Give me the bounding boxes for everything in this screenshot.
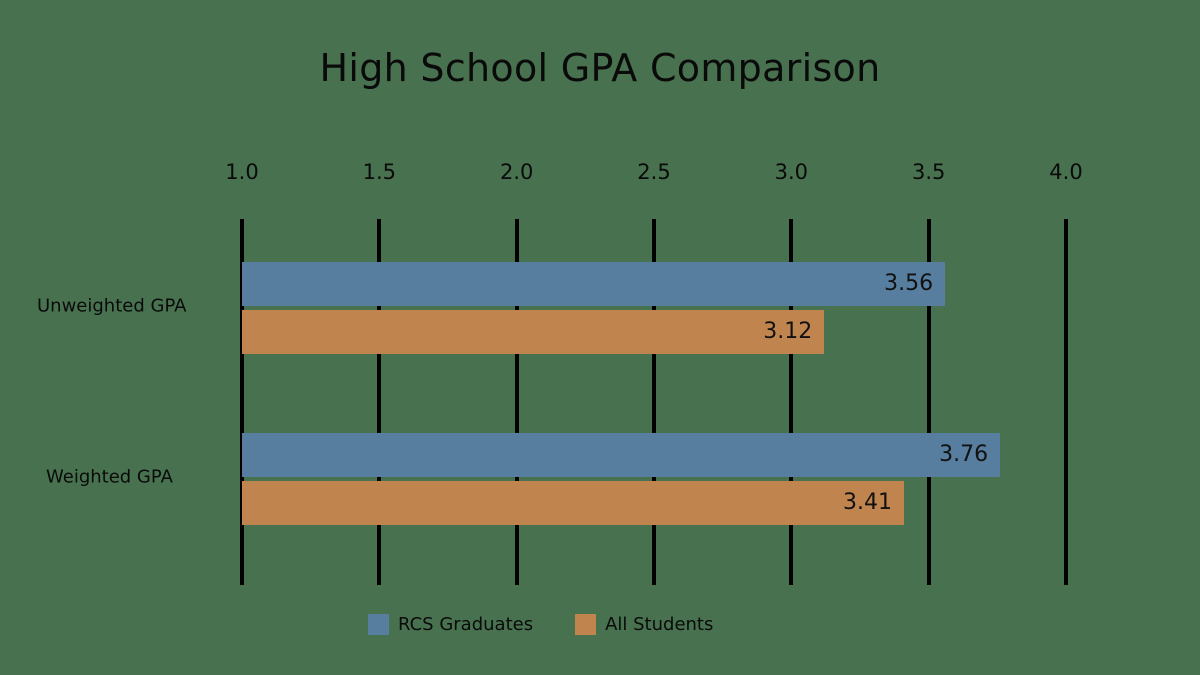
legend-swatch-all-students <box>575 614 597 635</box>
x-tick-label: 3.5 <box>911 160 946 184</box>
category-label: Weighted GPA <box>46 466 173 488</box>
gridline <box>652 219 656 585</box>
gridline <box>377 219 382 585</box>
x-tick-label: 2.0 <box>499 160 534 184</box>
bar-all-students: 3.12 <box>242 310 825 354</box>
gridline <box>926 219 931 585</box>
legend-item-rcs-graduates: RCS Graduates <box>368 614 533 635</box>
x-tick-label: 4.0 <box>1049 160 1083 184</box>
legend-label: RCS Graduates <box>398 614 534 635</box>
category-label: Unweighted GPA <box>37 295 187 317</box>
gridline <box>240 219 244 585</box>
bar-all-students: 3.41 <box>242 481 904 525</box>
bar-rcs-graduates: 3.76 <box>242 433 1001 477</box>
legend: RCS Graduates All Students <box>368 614 755 635</box>
legend-item-all-students: All Students <box>575 614 713 635</box>
bar-value-label: 3.56 <box>884 271 934 296</box>
gridline <box>789 219 794 585</box>
x-tick-label: 2.5 <box>637 160 671 184</box>
bar-rcs-graduates: 3.56 <box>242 262 946 306</box>
bar-value-label: 3.41 <box>842 490 892 515</box>
gridline <box>514 219 519 585</box>
x-tick-label: 1.0 <box>225 160 259 184</box>
chart-title: High School GPA Comparison <box>319 46 881 90</box>
x-tick-label: 3.0 <box>774 160 809 184</box>
bar-value-label: 3.76 <box>939 442 989 467</box>
legend-swatch-rcs-graduates <box>368 614 389 635</box>
x-tick-label: 1.5 <box>362 160 397 184</box>
legend-label: All Students <box>605 614 714 635</box>
gridline <box>1064 219 1068 585</box>
bar-value-label: 3.12 <box>763 319 813 344</box>
